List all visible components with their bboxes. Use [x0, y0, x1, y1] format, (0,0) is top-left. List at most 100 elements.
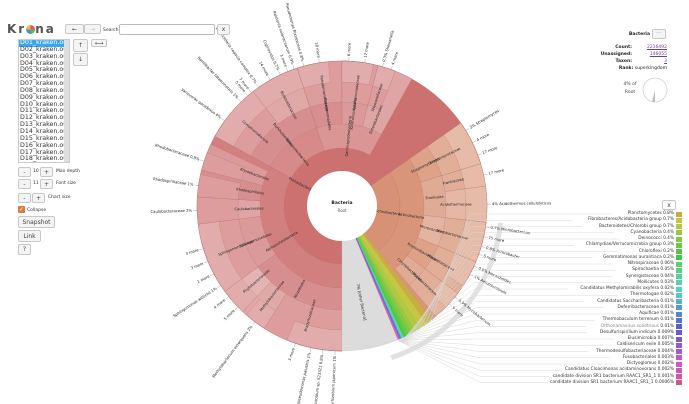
search-clear-button[interactable]: x: [217, 24, 230, 35]
segment-methylobacterium-extorquens[interactable]: [246, 314, 265, 329]
dataset-item[interactable]: D17_kraken.out: [20, 148, 70, 156]
legend-item[interactable]: Thermobaculum terrenum 0.01%: [603, 317, 682, 323]
unassigned-value[interactable]: 146055: [649, 52, 667, 57]
legend-item[interactable]: Deferribacteraceae 0.01%: [617, 305, 682, 311]
chart-size-decrease[interactable]: -: [18, 193, 31, 203]
legend-item[interactable]: Caldisericum exile 0.005%: [617, 342, 682, 348]
link-button[interactable]: Link: [18, 230, 41, 242]
search-input[interactable]: [119, 24, 215, 35]
dataset-item[interactable]: D13_kraken.out: [20, 121, 70, 129]
segment-microbacterium[interactable]: [484, 222, 487, 232]
segment-4-more[interactable]: [470, 138, 475, 147]
segment-9-more[interactable]: [445, 300, 453, 308]
legend-close-button[interactable]: x: [662, 200, 676, 210]
legend-item[interactable]: Candidatus Cloacimonas acidaminovorans 0…: [565, 367, 682, 373]
dataset-list[interactable]: D01_kraken.out D02_kraken.out D03_kraken.o…: [18, 39, 70, 163]
dataset-item[interactable]: D03_kraken.out: [20, 52, 70, 60]
legend-item[interactable]: candidate division SR1 bacterium RAAC1_S…: [553, 374, 682, 380]
legend-item[interactable]: Deinococci 0.4%: [638, 236, 682, 242]
details-more-button[interactable]: ···: [652, 29, 666, 39]
segment-4-more[interactable]: [386, 67, 396, 72]
center-hole[interactable]: [307, 171, 377, 241]
segment-burkholderia-cepacia-complex[interactable]: [253, 83, 265, 92]
dataset-list-scrollbar[interactable]: [64, 40, 69, 162]
dataset-item[interactable]: D04_kraken.out: [20, 59, 70, 67]
label-leader: [252, 321, 256, 326]
legend-item[interactable]: Aquificae 0.01%: [639, 311, 682, 317]
collapse-checkbox[interactable]: ✓: [18, 206, 25, 213]
legend-item[interactable]: Fusobacteriales 0.003%: [623, 355, 682, 361]
legend-item[interactable]: Cyanobacteria 0.4%: [631, 230, 682, 236]
legend-item[interactable]: Chlamydiae/Verrucomicrobia group 0.3%: [586, 242, 682, 248]
legend-item[interactable]: Synergistaceae 0.04%: [626, 274, 682, 280]
dataset-item[interactable]: D01_kraken.out: [19, 39, 70, 47]
legend-item-name: Deinococci: [638, 236, 664, 241]
label-leader: [245, 92, 248, 96]
chart-size-increase[interactable]: +: [32, 193, 45, 203]
font-size-decrease[interactable]: -: [18, 179, 31, 189]
dataset-item[interactable]: D12_kraken.out: [20, 114, 70, 122]
dataset-item[interactable]: D08_kraken.out: [20, 86, 70, 94]
legend-item-percent: 0.03%: [660, 279, 674, 285]
help-button[interactable]: ?: [18, 244, 31, 255]
segment-shewanella[interactable]: [378, 65, 387, 69]
dataset-item[interactable]: D15_kraken.out: [20, 134, 70, 142]
segment-label: Gammaproteobacteria: [345, 116, 353, 157]
segment-15-more[interactable]: [482, 231, 485, 243]
legend-item[interactable]: Fibrobacteres/Acidobacteria group 0.7%: [588, 217, 682, 223]
dataset-item[interactable]: D10_kraken.out: [20, 100, 70, 108]
dataset-item[interactable]: D14_kraken.out: [20, 127, 70, 135]
snapshot-button[interactable]: Snapshot: [18, 216, 55, 228]
legend-item[interactable]: candidate division SR1 bacterium RAAC1_S…: [549, 379, 682, 386]
share-pie: [642, 77, 668, 103]
rank-row: Rank: superkingdom: [600, 66, 667, 71]
label-leader: [322, 349, 324, 354]
legend-item[interactable]: Dictyoglomus 0.002%: [627, 361, 682, 367]
legend-item[interactable]: Thermotogae 0.02%: [630, 292, 682, 298]
dataset-item[interactable]: D18_kraken.out: [20, 155, 70, 163]
segment-label: Rhodospirillales: [236, 187, 265, 195]
dataset-up-button[interactable]: ↑: [73, 39, 88, 52]
dataset-item[interactable]: D02_kraken.out: [20, 45, 70, 53]
dataset-item[interactable]: D05_kraken.out: [20, 66, 70, 74]
legend-item[interactable]: Chloroflexi 0.2%: [639, 249, 682, 255]
segment-18-more[interactable]: [310, 61, 329, 65]
segment-14-more[interactable]: [264, 76, 277, 84]
dataset-down-button[interactable]: ↓: [73, 53, 88, 66]
legend-item[interactable]: Spirochaetia 0.05%: [632, 267, 682, 273]
chart-size-label: Chart size: [48, 195, 71, 200]
legend-item[interactable]: Nitrospiraceae 0.06%: [628, 261, 682, 267]
legend-item-name: candidate division SR1 bacterium RAAC1_S…: [549, 379, 655, 385]
dataset-item[interactable]: D07_kraken.out: [20, 80, 70, 88]
legend-item[interactable]: Planctomycetes 0.8%: [628, 211, 682, 217]
taxa-value[interactable]: 3: [664, 59, 667, 64]
legend-item[interactable]: Bacteroidetes/Chlorobi group 0.7%: [599, 224, 682, 230]
segment-pseudomonas-fluorescens[interactable]: [297, 64, 311, 69]
legend-leader: [402, 276, 612, 339]
font-size-increase[interactable]: +: [40, 179, 53, 189]
legend-item[interactable]: Elusimicrobia 0.007%: [628, 336, 682, 342]
segment-rhodospirillaceae[interactable]: [197, 174, 241, 200]
segment-rhodobacteraceae[interactable]: [201, 152, 246, 181]
segment-arthrobacter[interactable]: [479, 242, 483, 251]
legend-leader: [402, 282, 620, 339]
legend-item[interactable]: Candidatus Methylomirabilis oxyfera 0.02…: [580, 286, 682, 292]
dataset-item[interactable]: D09_kraken.out: [20, 93, 70, 101]
legend-item[interactable]: Desulfurispirillum indicum 0.009%: [600, 330, 682, 336]
back-button[interactable]: ←: [65, 24, 84, 34]
legend-item[interactable]: Mollicutes 0.03%: [637, 279, 682, 286]
dataset-item[interactable]: D16_kraken.out: [20, 141, 70, 149]
max-depth-increase[interactable]: +: [40, 167, 53, 177]
dataset-item[interactable]: D11_kraken.out: [20, 107, 70, 115]
legend-item[interactable]: Candidatus Saccharibacteria 0.01%: [597, 299, 682, 305]
count-value[interactable]: 2216492: [646, 45, 667, 50]
compare-button[interactable]: ⟷: [91, 39, 107, 47]
forward-button[interactable]: →: [84, 24, 101, 34]
dataset-item[interactable]: D06_kraken.out: [20, 73, 70, 81]
legend-item[interactable]: Gemmatimonas aurantiaca 0.2%: [603, 255, 682, 261]
legend-item[interactable]: Orthonamavirus solidtrious 0.01%: [601, 324, 682, 330]
legend-item[interactable]: Thermodesulfobacteriaceae 0.004%: [596, 349, 682, 355]
max-depth-decrease[interactable]: -: [18, 167, 31, 177]
legend-item-name: Spirochaetia: [632, 267, 661, 273]
